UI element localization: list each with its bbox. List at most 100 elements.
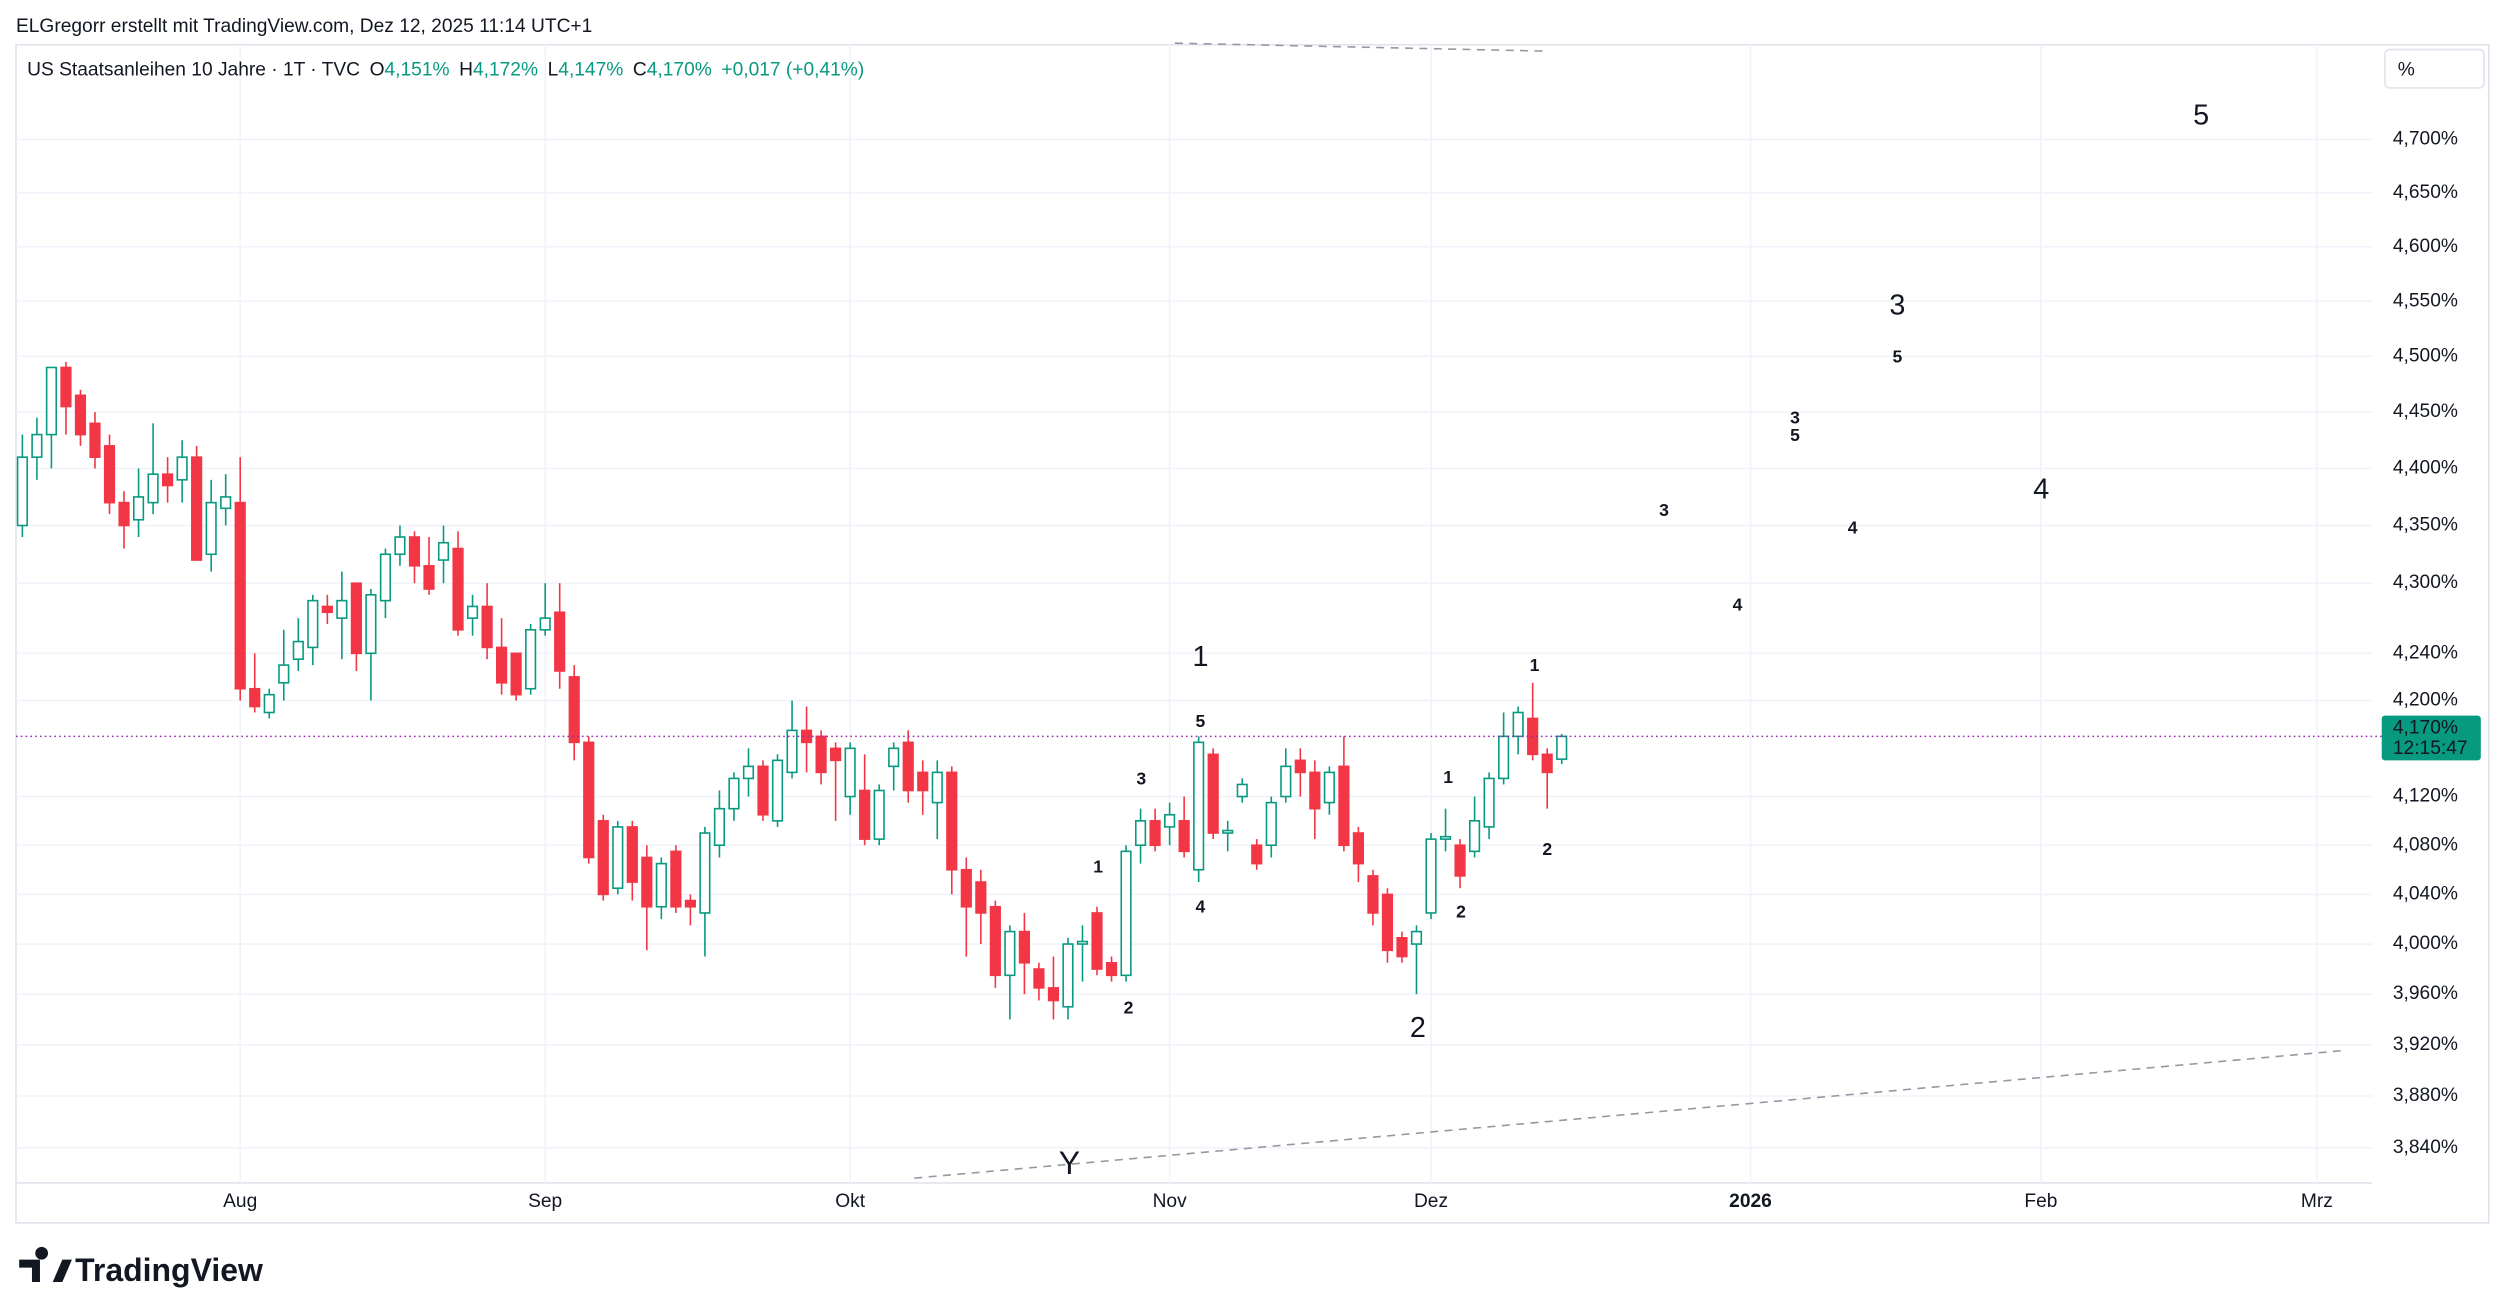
logo-mark xyxy=(19,1246,72,1283)
candle-body xyxy=(1381,893,1394,952)
y-tick-label: 4,080% xyxy=(2393,834,2458,855)
logo: TradingView xyxy=(19,1246,263,1288)
wave-label: 5 xyxy=(1790,425,1800,445)
candle-body xyxy=(205,501,217,556)
wave-label: 4 xyxy=(1848,518,1858,538)
candle-body xyxy=(568,676,580,744)
candle-body xyxy=(496,646,508,684)
y-tick-label: 4,550% xyxy=(2393,290,2458,311)
candle-body xyxy=(800,729,813,744)
candle-body xyxy=(1251,844,1263,865)
candle-body xyxy=(1134,820,1147,847)
candle-body xyxy=(292,640,304,660)
candle-body xyxy=(1439,835,1452,840)
wave-label: 1 xyxy=(1192,641,1208,673)
candle-body xyxy=(132,496,145,521)
candle-body xyxy=(1352,832,1365,865)
wave-label: 3 xyxy=(1790,407,1800,427)
ohlc-key: L xyxy=(548,59,559,80)
y-tick-label: 3,960% xyxy=(2393,983,2458,1004)
candle-body xyxy=(1018,930,1030,964)
candle-body xyxy=(1541,753,1553,774)
candle-body xyxy=(1178,820,1190,853)
candle-body xyxy=(31,433,43,458)
candle-body xyxy=(1309,771,1321,810)
ohlc-value: 4,170% xyxy=(647,59,712,80)
candle-body xyxy=(757,765,769,816)
candle-body xyxy=(278,664,290,684)
candle-body xyxy=(423,565,435,590)
candle-body xyxy=(975,881,987,914)
candle-body xyxy=(1280,765,1292,798)
wave-label: 1 xyxy=(1443,767,1453,787)
candle-body xyxy=(481,605,493,649)
candle-body xyxy=(1410,930,1423,945)
y-tick-label: 4,240% xyxy=(2393,642,2458,663)
candle-body xyxy=(771,759,784,822)
y-tick-label: 3,880% xyxy=(2393,1085,2458,1106)
candle-body xyxy=(191,456,203,561)
candle-body xyxy=(1498,735,1510,780)
candle-body xyxy=(554,611,566,672)
candle-body xyxy=(612,826,624,890)
candle-body xyxy=(1338,765,1350,847)
x-tick-label: Sep xyxy=(528,1191,562,1212)
wave-label: 2 xyxy=(1456,901,1466,921)
symbol-legend: US Staatsanleihen 10 Jahre · 1T · TVC O4,… xyxy=(27,59,864,80)
candle-body xyxy=(321,605,333,614)
price-label: 4,170% xyxy=(2393,717,2458,738)
candle-body xyxy=(1556,735,1568,760)
candle-body xyxy=(699,832,711,914)
y-tick-label: 3,920% xyxy=(2393,1034,2458,1055)
candle-body xyxy=(917,771,929,792)
candle-body xyxy=(350,582,362,655)
logo-text: TradingView xyxy=(75,1252,263,1288)
y-tick-label: 4,650% xyxy=(2393,182,2458,203)
candle-body xyxy=(336,599,348,619)
candle-body xyxy=(1033,968,1045,989)
candle-body xyxy=(670,850,682,908)
y-tick-label: 3,840% xyxy=(2393,1137,2458,1158)
wave-label: 5 xyxy=(1892,347,1902,367)
candle-body xyxy=(118,501,130,527)
wave-label: 5 xyxy=(1196,711,1206,731)
candle-body xyxy=(147,473,159,504)
candle-body xyxy=(466,605,479,619)
price-countdown: 12:15:47 xyxy=(2393,738,2468,759)
unit-button[interactable] xyxy=(2384,48,2485,89)
candle-body xyxy=(1062,943,1074,1008)
candle-body xyxy=(103,445,116,504)
candle-body xyxy=(1207,753,1219,834)
candle-body xyxy=(263,693,275,714)
candles xyxy=(15,361,2382,1020)
candle-body xyxy=(1454,844,1466,877)
candle-body xyxy=(539,617,551,631)
wave-label: Y xyxy=(1059,1145,1080,1181)
candle-body xyxy=(728,777,740,810)
candle-body xyxy=(60,366,72,408)
wave-label: 2 xyxy=(1542,839,1552,859)
candle-body xyxy=(249,687,261,708)
candle-body xyxy=(888,747,900,768)
author-credit: ELGregorr erstellt mit TradingView.com, … xyxy=(16,16,592,37)
candle-body xyxy=(452,547,464,631)
candle-body xyxy=(1076,940,1089,945)
candle-body xyxy=(902,741,914,792)
wave-label: 1 xyxy=(1530,655,1540,675)
candle-body xyxy=(1149,820,1161,847)
price-unit[interactable]: % xyxy=(2398,59,2415,80)
candle-body xyxy=(859,789,871,840)
candle-body xyxy=(1468,820,1481,853)
candle-body xyxy=(830,747,842,762)
wave-label: 1 xyxy=(1093,857,1103,877)
ohlc-value: 4,151% xyxy=(385,59,450,80)
x-tick-label: 2026 xyxy=(1729,1191,1772,1212)
candle-body xyxy=(1193,741,1205,871)
wave-label: 4 xyxy=(1196,897,1206,917)
candle-body xyxy=(525,629,537,690)
candle-body xyxy=(641,856,653,908)
x-tick-label: Okt xyxy=(835,1191,865,1212)
